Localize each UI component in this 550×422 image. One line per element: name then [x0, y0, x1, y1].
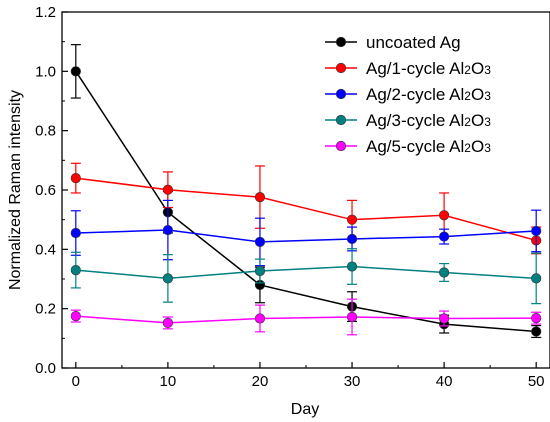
legend-item-2: Ag/1-cycle Al2O3 — [325, 59, 491, 78]
data-point — [70, 66, 81, 77]
y-tick-label: 0.4 — [35, 241, 56, 258]
legend-label-part: uncoated Ag — [366, 33, 461, 52]
data-point — [162, 184, 173, 195]
data-point — [162, 273, 173, 284]
x-tick-label: 50 — [528, 373, 545, 390]
legend-label-part: Ag/1-cycle Al — [366, 59, 464, 78]
axis-ticks: 0 10 20 30 40 50 0.0 0.2 0.4 0.6 0.8 1.0 1.2 — [35, 4, 544, 390]
y-tick-label: 0.6 — [35, 182, 56, 199]
legend-label: uncoated Ag — [366, 33, 461, 52]
data-point — [162, 317, 173, 329]
data-point — [70, 227, 81, 239]
x-tick-label: 0 — [72, 373, 80, 390]
y-tick-label: 0.2 — [35, 301, 56, 318]
legend-label-part: Ag/2-cycle Al — [366, 85, 464, 104]
data-point — [439, 267, 450, 278]
legend-label: Ag/1-cycle Al2O3 — [366, 59, 491, 78]
series-line — [75, 229, 537, 243]
data-point — [70, 173, 81, 184]
data-point — [346, 214, 358, 225]
data-point — [531, 313, 542, 324]
legend-label-part: 2 — [464, 63, 471, 77]
y-tick-label: 0.0 — [35, 360, 56, 377]
legend-item-4: Ag/3-cycle Al2O3 — [325, 111, 491, 130]
legend-label: Ag/3-cycle Al2O3 — [366, 111, 491, 130]
legend-label-part: 2 — [464, 115, 471, 129]
legend-label: Ag/5-cycle Al2O3 — [366, 137, 491, 156]
x-tick-label: 20 — [252, 373, 269, 390]
x-tick-label: 40 — [436, 373, 453, 390]
legend-item-5: Ag/5-cycle Al2O3 — [325, 137, 491, 156]
series-line — [75, 315, 537, 324]
data-point — [531, 326, 542, 337]
series-line — [75, 177, 537, 242]
legend-item-3: Ag/2-cycle Al2O3 — [325, 85, 491, 104]
series-line — [75, 70, 537, 333]
data-point — [254, 236, 266, 248]
data-point — [254, 313, 266, 324]
y-tick-label: 1.2 — [35, 4, 56, 21]
data-point — [254, 265, 266, 277]
legend-marker — [335, 140, 347, 152]
legend-label-part: 3 — [484, 89, 491, 103]
legend-marker — [335, 62, 347, 74]
series-4 — [70, 248, 542, 305]
legend-label-part: 3 — [484, 115, 491, 129]
legend-item-1: uncoated Ag — [325, 33, 461, 52]
legend-label-part: Ag/3-cycle Al — [366, 111, 464, 130]
legend-label-part: O — [471, 137, 484, 156]
data-point — [346, 311, 358, 323]
series-5 — [70, 298, 542, 336]
data-point — [70, 310, 81, 322]
y-tick-label: 1.0 — [35, 63, 56, 80]
data-point — [70, 265, 81, 276]
x-tick-label: 30 — [344, 373, 361, 390]
legend-marker — [335, 36, 347, 48]
legend-marker — [335, 88, 347, 100]
data-point — [439, 210, 450, 221]
data-point — [439, 231, 450, 242]
data-point — [346, 261, 358, 272]
series-3 — [70, 199, 542, 267]
legend-label-part: 3 — [484, 63, 491, 77]
data-point — [531, 273, 542, 284]
legend-label-part: 2 — [464, 141, 471, 155]
legend-label-part: O — [471, 111, 484, 130]
series-line — [75, 265, 537, 280]
legend-label-part: 3 — [484, 141, 491, 155]
series-layer — [70, 44, 542, 339]
legend-label-part: O — [471, 59, 484, 78]
legend-label-part: Ag/5-cycle Al — [366, 137, 464, 156]
legend-label: Ag/2-cycle Al2O3 — [366, 85, 491, 104]
data-point — [254, 192, 266, 203]
legend-label-part: O — [471, 85, 484, 104]
y-axis-title: Normalized Raman intensity — [7, 90, 24, 290]
legend-marker — [335, 114, 347, 126]
legend-label-part: 2 — [464, 89, 471, 103]
data-point — [162, 224, 173, 236]
y-tick-label: 0.8 — [35, 123, 56, 140]
data-point — [346, 233, 358, 245]
data-point — [531, 225, 542, 237]
data-point — [439, 313, 450, 324]
x-tick-label: 10 — [160, 373, 177, 390]
x-axis-title: Day — [291, 401, 319, 418]
